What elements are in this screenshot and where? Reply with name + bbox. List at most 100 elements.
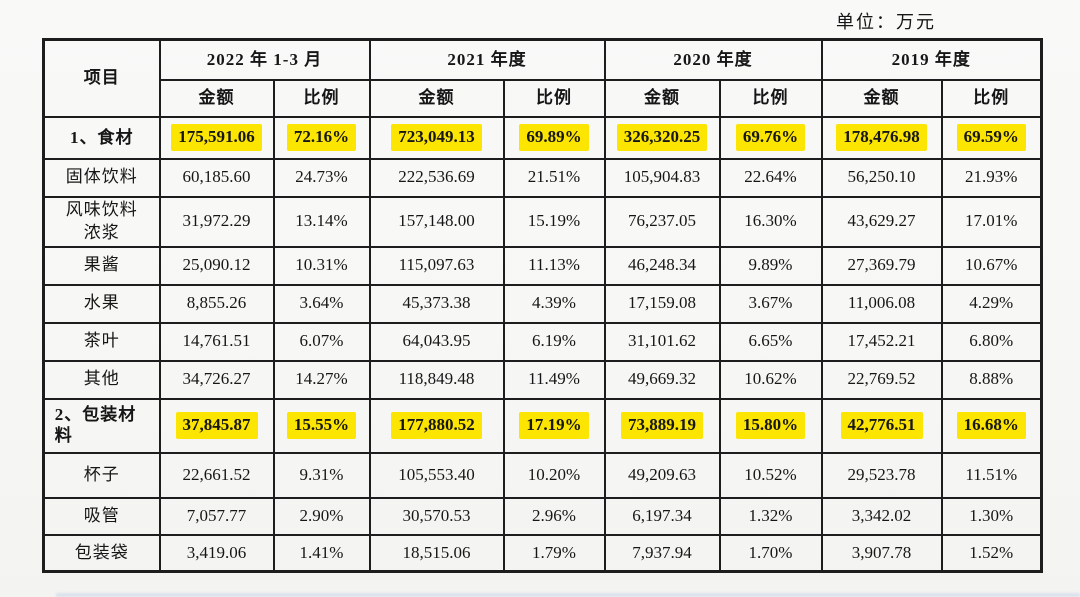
- ratio-cell: 69.89%: [502, 115, 606, 160]
- amount-cell: 222,536.69: [368, 157, 505, 198]
- ratio-cell: 11.49%: [502, 359, 606, 400]
- row-label: 果酱: [42, 245, 161, 286]
- row-label: 固体饮料: [42, 157, 161, 198]
- amount-cell: 49,209.63: [603, 451, 721, 499]
- ratio-cell: 21.93%: [940, 157, 1043, 198]
- amount-cell: 42,776.51: [820, 397, 943, 454]
- table-row-packaging-bags: 包装袋 3,419.06 1.41% 18,515.06 1.79% 7,937…: [42, 533, 1043, 573]
- amount-cell: 49,669.32: [603, 359, 721, 400]
- unit-label: 单位：万元: [836, 12, 936, 32]
- ratio-cell: 15.55%: [272, 397, 371, 454]
- ratio-subheader-2019: 比例: [940, 78, 1043, 118]
- amount-cell: 45,373.38: [368, 283, 505, 324]
- ratio-cell: 22.64%: [718, 157, 823, 198]
- ratio-cell: 69.76%: [718, 115, 823, 160]
- amount-cell: 73,889.19: [603, 397, 721, 454]
- period-header-2019: 2019 年度: [820, 38, 1043, 81]
- amount-cell: 56,250.10: [820, 157, 943, 198]
- amount-cell: 8,855.26: [158, 283, 275, 324]
- amount-cell: 3,342.02: [820, 496, 943, 536]
- amount-cell: 157,148.00: [368, 195, 505, 248]
- row-label: 1、食材: [42, 115, 161, 160]
- table-row-other: 其他 34,726.27 14.27% 118,849.48 11.49% 49…: [42, 359, 1043, 400]
- table-row-straws: 吸管 7,057.77 2.90% 30,570.53 2.96% 6,197.…: [42, 496, 1043, 536]
- amount-cell: 326,320.25: [603, 115, 721, 160]
- ratio-cell: 8.88%: [940, 359, 1043, 400]
- row-label: 水果: [42, 283, 161, 324]
- period-header-2022: 2022 年 1-3 月: [158, 38, 371, 81]
- amount-cell: 17,452.21: [820, 321, 943, 362]
- amount-cell: 3,907.78: [820, 533, 943, 573]
- amount-cell: 27,369.79: [820, 245, 943, 286]
- amount-cell: 105,553.40: [368, 451, 505, 499]
- ratio-subheader-2020: 比例: [718, 78, 823, 118]
- table-row-packaging-materials: 2、包装材料 37,845.87 15.55% 177,880.52 17.19…: [42, 397, 1043, 454]
- header-row-periods: 项目 2022 年 1-3 月 2021 年度 2020 年度 2019 年度: [42, 38, 1043, 118]
- amount-cell: 177,880.52: [368, 397, 505, 454]
- amount-cell: 31,101.62: [603, 321, 721, 362]
- amount-subheader-2021: 金额: [368, 78, 505, 118]
- amount-cell: 43,629.27: [820, 195, 943, 248]
- amount-cell: 6,197.34: [603, 496, 721, 536]
- amount-cell: 3,419.06: [158, 533, 275, 573]
- amount-cell: 34,726.27: [158, 359, 275, 400]
- ratio-cell: 11.51%: [940, 451, 1043, 499]
- amount-cell: 178,476.98: [820, 115, 943, 160]
- table-row-flavored-drink-syrup: 风味饮料浓浆 31,972.29 13.14% 157,148.00 15.19…: [42, 195, 1043, 248]
- table-row-solid-drinks: 固体饮料 60,185.60 24.73% 222,536.69 21.51% …: [42, 157, 1043, 198]
- photo-edge-artifact: [56, 593, 1080, 597]
- item-column-header: 项目: [42, 38, 161, 118]
- ratio-cell: 10.52%: [718, 451, 823, 499]
- amount-cell: 29,523.78: [820, 451, 943, 499]
- table-row-jam: 果酱 25,090.12 10.31% 115,097.63 11.13% 46…: [42, 245, 1043, 286]
- ratio-cell: 16.68%: [940, 397, 1043, 454]
- ratio-cell: 9.31%: [272, 451, 371, 499]
- amount-subheader-2019: 金额: [820, 78, 943, 118]
- amount-cell: 118,849.48: [368, 359, 505, 400]
- row-label: 吸管: [42, 496, 161, 536]
- ratio-cell: 15.19%: [502, 195, 606, 248]
- row-label: 茶叶: [42, 321, 161, 362]
- ratio-cell: 17.19%: [502, 397, 606, 454]
- table-row-cups: 杯子 22,661.52 9.31% 105,553.40 10.20% 49,…: [42, 451, 1043, 499]
- amount-cell: 11,006.08: [820, 283, 943, 324]
- ratio-subheader-2021: 比例: [502, 78, 606, 118]
- ratio-cell: 16.30%: [718, 195, 823, 248]
- amount-subheader-2020: 金额: [603, 78, 721, 118]
- ratio-subheader-2022: 比例: [272, 78, 371, 118]
- ratio-cell: 69.59%: [940, 115, 1043, 160]
- table-row-food-materials: 1、食材 175,591.06 72.16% 723,049.13 69.89%…: [42, 115, 1043, 160]
- ratio-cell: 72.16%: [272, 115, 371, 160]
- ratio-cell: 10.31%: [272, 245, 371, 286]
- ratio-cell: 6.19%: [502, 321, 606, 362]
- row-label: 包装袋: [42, 533, 161, 573]
- amount-cell: 115,097.63: [368, 245, 505, 286]
- header-row-subcolumns: 金额 比例 金额 比例 金额 比例 金额 比例: [44, 78, 1043, 118]
- amount-cell: 46,248.34: [603, 245, 721, 286]
- table-row-tea-leaves: 茶叶 14,761.51 6.07% 64,043.95 6.19% 31,10…: [42, 321, 1043, 362]
- ratio-cell: 1.41%: [272, 533, 371, 573]
- amount-cell: 76,237.05: [603, 195, 721, 248]
- amount-cell: 37,845.87: [158, 397, 275, 454]
- amount-cell: 105,904.83: [603, 157, 721, 198]
- ratio-cell: 1.70%: [718, 533, 823, 573]
- amount-cell: 60,185.60: [158, 157, 275, 198]
- ratio-cell: 10.20%: [502, 451, 606, 499]
- amount-cell: 7,937.94: [603, 533, 721, 573]
- amount-cell: 17,159.08: [603, 283, 721, 324]
- amount-cell: 25,090.12: [158, 245, 275, 286]
- ratio-cell: 1.52%: [940, 533, 1043, 573]
- row-label: 其他: [42, 359, 161, 400]
- row-label: 杯子: [42, 451, 161, 499]
- ratio-cell: 15.80%: [718, 397, 823, 454]
- ratio-cell: 6.80%: [940, 321, 1043, 362]
- amount-cell: 175,591.06: [158, 115, 275, 160]
- ratio-cell: 10.67%: [940, 245, 1043, 286]
- ratio-cell: 3.67%: [718, 283, 823, 324]
- period-header-2020: 2020 年度: [603, 38, 823, 81]
- amount-cell: 14,761.51: [158, 321, 275, 362]
- ratio-cell: 13.14%: [272, 195, 371, 248]
- amount-cell: 30,570.53: [368, 496, 505, 536]
- ratio-cell: 2.96%: [502, 496, 606, 536]
- row-label: 风味饮料浓浆: [42, 195, 161, 248]
